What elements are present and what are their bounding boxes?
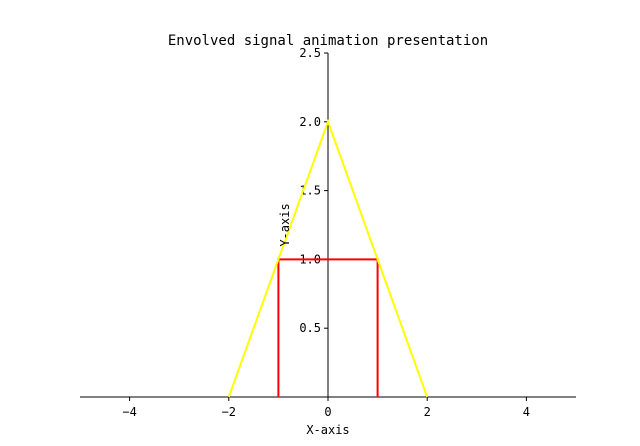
- x-tick-label: 0: [324, 405, 331, 419]
- x-tick-label: −4: [122, 405, 136, 419]
- series-line-0: [277, 258, 379, 397]
- y-tick-label: 0.5: [299, 321, 321, 335]
- chart-title: Envolved signal animation presentation: [168, 33, 488, 49]
- plot-lines: [227, 118, 429, 398]
- series-line-1: [227, 118, 429, 398]
- y-tick-label: 2.0: [299, 115, 321, 129]
- x-tick-label: 4: [523, 405, 530, 419]
- x-ticks: −4 −2 0 2 4: [122, 397, 530, 419]
- x-tick-label: 2: [424, 405, 431, 419]
- y-tick-label: 2.5: [299, 46, 321, 60]
- x-axis-label: X-axis: [306, 423, 349, 437]
- x-tick-label: −2: [222, 405, 236, 419]
- y-axis-label: Y-axis: [278, 203, 292, 246]
